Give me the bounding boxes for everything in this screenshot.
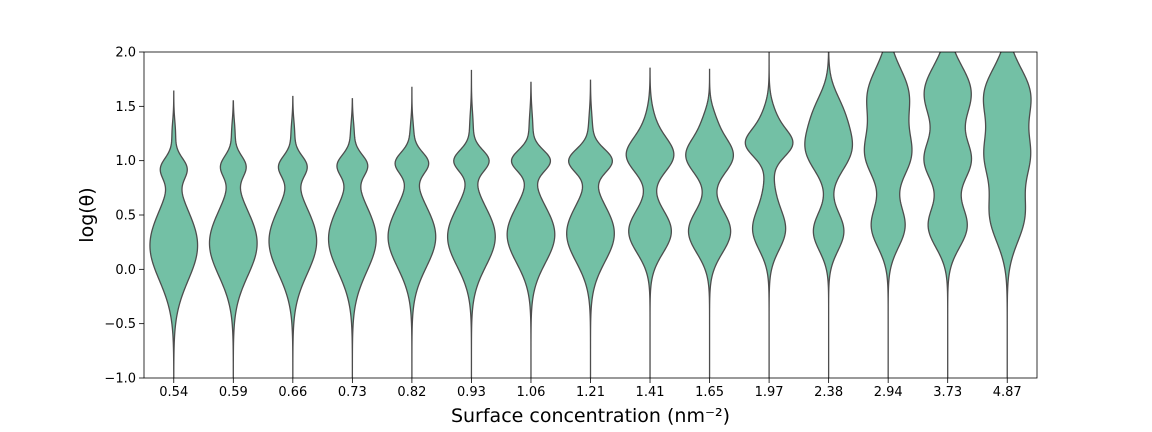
x-axis: 0.54 0.59 0.66 0.73 0.82 0.93 1.06 1.21 1.41 1.65…: [159, 378, 1022, 400]
violin-0.59: [208, 100, 258, 378]
y-tick-label: 1.0: [115, 154, 136, 169]
violin-1.41: [625, 67, 675, 378]
y-tick-label: 2.0: [115, 46, 136, 61]
violin-1.97: [744, 52, 794, 378]
x-tick-label: 0.82: [397, 385, 426, 400]
x-tick-label: 2.94: [874, 385, 903, 400]
violin-0.54: [149, 90, 199, 378]
violin-3.73: [923, 52, 973, 378]
violin-0.82: [387, 86, 437, 378]
x-tick-label: 2.38: [814, 385, 843, 400]
y-tick-label: −1.0: [104, 372, 136, 387]
violin-group: [149, 52, 1032, 378]
x-tick-label: 1.97: [755, 385, 784, 400]
violin-1.65: [685, 68, 735, 378]
violin-2.94: [863, 52, 913, 378]
y-tick-label: 0.0: [115, 263, 136, 278]
violin-0.73: [327, 98, 377, 378]
y-tick-label: 0.5: [115, 209, 136, 224]
violin-4.87: [982, 52, 1032, 378]
violin-2.38: [804, 52, 854, 378]
x-tick-label: 1.65: [695, 385, 724, 400]
x-tick-label: 0.54: [159, 385, 188, 400]
x-tick-label: 0.73: [338, 385, 367, 400]
violin-1.21: [566, 79, 615, 378]
x-axis-label: Surface concentration (nm⁻²): [451, 405, 730, 427]
violin-1.06: [506, 81, 556, 378]
violin-0.93: [446, 69, 496, 378]
y-tick-label: −0.5: [104, 317, 136, 332]
x-tick-label: 4.87: [993, 385, 1022, 400]
x-tick-label: 3.73: [933, 385, 962, 400]
y-axis: −1.0 −0.5 0.0 0.5 1.0 1.5 2.0: [104, 46, 144, 387]
x-tick-label: 0.93: [457, 385, 486, 400]
x-tick-label: 1.21: [576, 385, 605, 400]
y-tick-label: 1.5: [115, 100, 136, 115]
x-tick-label: 1.06: [516, 385, 545, 400]
y-axis-label: log(θ): [76, 187, 98, 242]
x-tick-label: 0.59: [219, 385, 248, 400]
x-tick-label: 0.66: [278, 385, 307, 400]
x-tick-label: 1.41: [636, 385, 665, 400]
violin-0.66: [268, 95, 318, 378]
